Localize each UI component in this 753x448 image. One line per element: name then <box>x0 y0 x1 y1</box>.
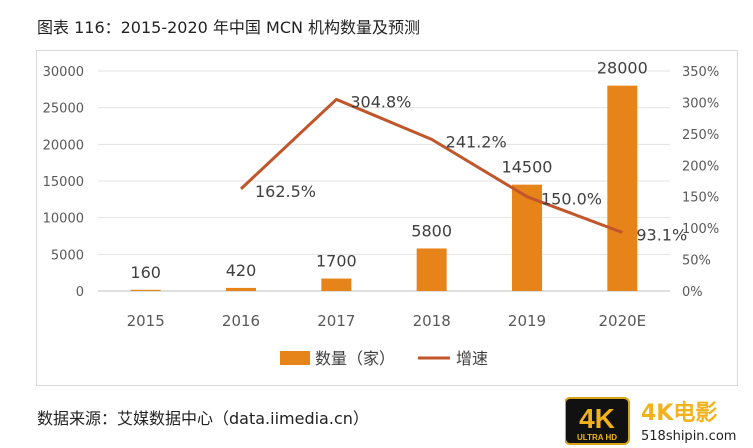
bar <box>607 85 638 292</box>
left-axis-tick: 0 <box>76 285 84 300</box>
legend-bar-swatch <box>280 351 310 365</box>
line-data-label: 162.5% <box>255 182 316 201</box>
svg-text:ULTRA HD: ULTRA HD <box>577 433 617 442</box>
chart-frame <box>36 50 738 386</box>
bar-data-label: 5800 <box>411 221 452 240</box>
right-axis-tick: 300% <box>682 96 719 111</box>
x-axis-tick: 2015 <box>127 312 165 330</box>
svg-text:4K: 4K <box>579 403 615 434</box>
source-note: 数据来源：艾媒数据中心（data.iimedia.cn） <box>37 409 369 428</box>
line-data-label: 241.2% <box>446 132 507 151</box>
bar <box>130 289 161 291</box>
svg-text:4K电影: 4K电影 <box>641 401 717 426</box>
bar <box>512 184 542 291</box>
bar <box>226 287 256 291</box>
right-axis-tick: 0% <box>682 285 703 300</box>
left-axis-tick: 20000 <box>43 138 84 153</box>
left-axis-tick: 30000 <box>43 65 84 80</box>
x-axis-tick: 2017 <box>317 312 355 330</box>
right-axis-tick: 350% <box>682 65 719 80</box>
x-axis-tick: 2019 <box>508 312 546 330</box>
left-axis-tick: 25000 <box>43 102 84 117</box>
right-axis-tick: 50% <box>682 254 711 269</box>
growth-line <box>239 97 623 234</box>
legend-line-label: 增速 <box>456 349 488 368</box>
right-axis-tick: 100% <box>682 222 719 237</box>
watermark-logo: 4K ULTRA HD 4K电影 518shipin.com <box>565 397 736 445</box>
bar <box>321 278 352 291</box>
bar <box>416 248 447 291</box>
bar-data-label: 14500 <box>502 158 553 177</box>
line-data-label: 150.0% <box>541 190 602 209</box>
left-axis-tick: 5000 <box>51 248 84 263</box>
chart-title: 图表 116：2015-2020 年中国 MCN 机构数量及预测 <box>37 18 421 37</box>
bar-data-label: 160 <box>130 263 161 282</box>
bar-data-label: 1700 <box>316 252 357 271</box>
right-axis-tick: 150% <box>682 191 719 206</box>
left-axis-tick: 15000 <box>43 175 84 190</box>
right-axis-tick: 250% <box>682 128 719 143</box>
svg-text:518shipin.com: 518shipin.com <box>641 429 736 444</box>
line-data-label: 304.8% <box>350 92 411 111</box>
x-axis-tick: 2018 <box>413 312 451 330</box>
left-axis-tick: 10000 <box>43 212 84 227</box>
legend-bar-label: 数量（家） <box>315 349 395 368</box>
x-axis-tick: 2016 <box>222 312 260 330</box>
x-axis-tick: 2020E <box>599 312 647 330</box>
bar-data-label: 28000 <box>597 59 648 78</box>
right-axis-tick: 200% <box>682 159 719 174</box>
bar-data-label: 420 <box>226 261 257 280</box>
line-data-label: 93.1% <box>636 225 687 244</box>
